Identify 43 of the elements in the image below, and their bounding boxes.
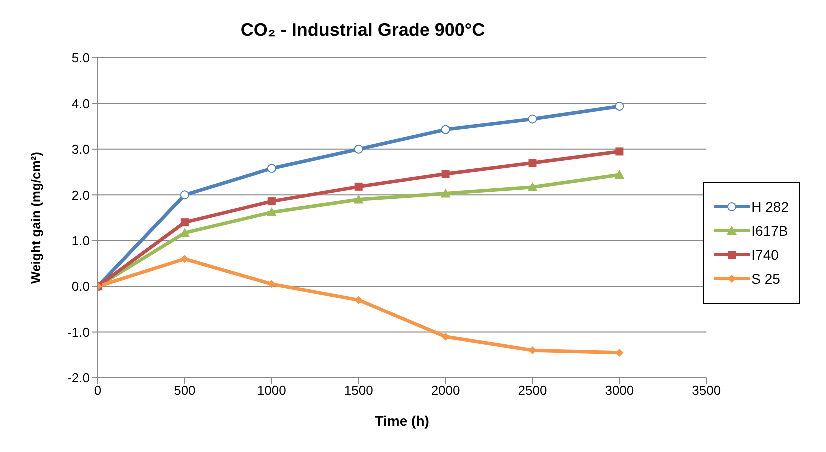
x-tick-label: 2000: [431, 383, 460, 398]
point: [180, 190, 190, 200]
legend-label: I740: [752, 247, 779, 263]
y-tick-label: 4.0: [72, 96, 90, 112]
legend-label: S 25: [752, 271, 780, 287]
x-tick-label: 3000: [605, 383, 634, 398]
y-tick-label: -2.0: [68, 370, 90, 386]
point: [354, 182, 363, 191]
y-tick-label: 3.0: [72, 142, 90, 158]
x-tick-label: 1000: [257, 383, 286, 398]
x-tick-label: 3500: [692, 383, 722, 398]
point: [267, 164, 276, 174]
legend-label: I617B: [752, 223, 788, 239]
point: [354, 194, 364, 204]
y-tick-label: 2.0: [72, 188, 90, 203]
point: [442, 332, 450, 341]
point: [528, 159, 537, 168]
x-tick-label: 2500: [518, 383, 548, 398]
point: [440, 188, 451, 198]
legend-label: H 282: [752, 199, 789, 215]
point: [354, 144, 364, 154]
point: [180, 255, 189, 264]
point: [266, 208, 277, 217]
x-tick-label: 500: [174, 383, 196, 398]
point: [615, 102, 624, 111]
chart-title: CO₂ - Industrial Grade 900°C: [240, 20, 486, 40]
point: [268, 198, 276, 206]
x-tick-label: 0: [94, 383, 102, 398]
point: [616, 148, 624, 156]
point: [528, 114, 538, 124]
point: [614, 170, 625, 180]
y-tick-label: 5.0: [72, 50, 90, 66]
point: [441, 125, 450, 134]
point: [528, 182, 538, 192]
point: [442, 170, 450, 178]
y-axis-title: Weight gain (mg/cm²): [28, 152, 44, 284]
x-tick-label: 1500: [344, 383, 374, 398]
x-axis-title: Time (h): [375, 413, 430, 429]
y-tick-label: -1.0: [68, 324, 90, 340]
y-tick-label: 1.0: [72, 233, 90, 248]
y-tick-label: 0.0: [72, 279, 90, 294]
point: [180, 218, 189, 227]
point: [268, 280, 276, 288]
